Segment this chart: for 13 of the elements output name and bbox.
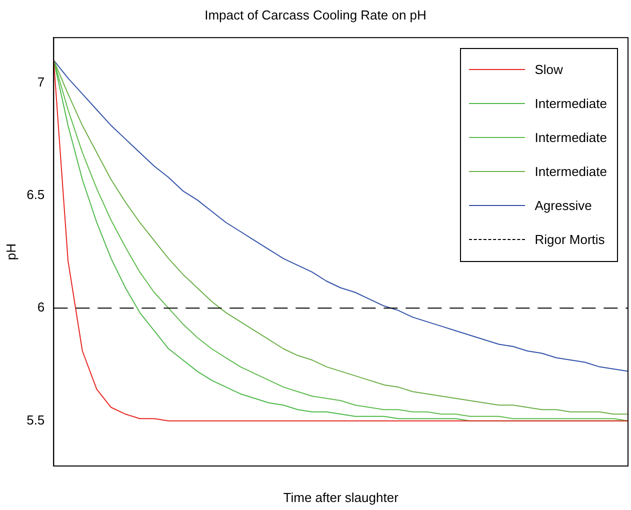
y-axis-title: pH — [3, 243, 18, 260]
y-tick-label: 7 — [37, 74, 45, 90]
y-tick-label: 6 — [37, 300, 45, 315]
legend-label: Intermediate — [534, 164, 607, 180]
legend-label: Intermediate — [534, 96, 607, 112]
legend-label: Agressive — [534, 198, 592, 214]
x-axis-title: Time after slaughter — [283, 490, 400, 505]
y-tick-label: 5.5 — [26, 412, 45, 428]
chart-title: Impact of Carcass Cooling Rate on pH — [204, 7, 426, 22]
legend-label: Intermediate — [534, 130, 607, 146]
y-tick-label: 6.5 — [26, 187, 45, 202]
legend-label: Rigor Mortis — [534, 232, 605, 248]
legend-label: Slow — [534, 62, 563, 78]
